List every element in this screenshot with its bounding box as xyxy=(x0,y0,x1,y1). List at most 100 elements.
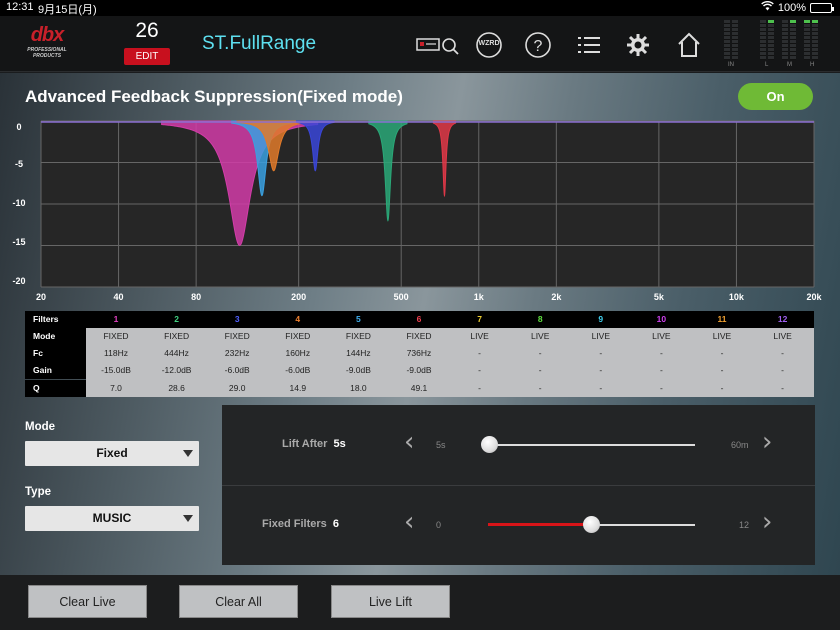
lift-after-min: 5s xyxy=(436,440,446,450)
filter-gain: - xyxy=(720,365,724,375)
table-body-bg xyxy=(86,328,814,397)
filter-mode: FIXED xyxy=(285,331,311,341)
fixed-filters-label: Fixed Filters 6 xyxy=(262,518,339,530)
meter-label-in: IN xyxy=(728,62,734,68)
filter-notch xyxy=(236,120,311,172)
fixed-filters-increase-icon[interactable]: › xyxy=(762,507,773,537)
meter-l-2 xyxy=(768,20,774,60)
filter-notch xyxy=(295,120,335,172)
x-label: 20k xyxy=(806,292,822,302)
top-bar: dbx PROFESSIONAL PRODUCTS 26 EDIT ST.Ful… xyxy=(0,16,840,72)
help-icon[interactable]: ? xyxy=(523,30,553,60)
clear-live-button[interactable]: Clear Live xyxy=(28,585,147,618)
list-menu-icon[interactable] xyxy=(574,30,604,60)
filter-mode: LIVE xyxy=(712,331,732,341)
filter-q: - xyxy=(659,383,663,393)
row-label-gain: Gain xyxy=(25,362,86,379)
gear-icon[interactable] xyxy=(623,30,653,60)
eq-curves xyxy=(40,120,815,288)
filter-gain: -15.0dB xyxy=(101,365,131,375)
meter-h-2 xyxy=(812,20,818,60)
filter-notch xyxy=(161,120,319,247)
lift-after-increase-icon[interactable]: › xyxy=(762,427,773,457)
filter-q: - xyxy=(478,383,482,393)
filter-gain: -9.0dB xyxy=(406,365,432,375)
preset-name[interactable]: ST.FullRange xyxy=(202,33,317,54)
filter-mode: LIVE xyxy=(470,331,489,341)
filter-mode: FIXED xyxy=(345,331,371,341)
filters-table: Filters Mode Fc Gain Q 1 FIXED 118Hz -15.0d… xyxy=(25,311,814,397)
lift-after-track[interactable] xyxy=(488,444,695,446)
mode-select[interactable]: Fixed xyxy=(25,441,199,466)
fixed-filters-min: 0 xyxy=(436,520,442,530)
filter-fc: 118Hz xyxy=(104,348,128,358)
x-label: 5k xyxy=(653,292,664,302)
filter-q: 7.0 xyxy=(110,383,122,393)
wizard-icon[interactable]: WZRD xyxy=(474,30,504,60)
filter-fc: 736Hz xyxy=(406,348,432,358)
y-label-0: 0 xyxy=(16,122,22,132)
filter-q: 29.0 xyxy=(228,383,246,393)
afs-on-toggle[interactable]: On xyxy=(738,83,813,110)
edit-button[interactable]: EDIT xyxy=(124,48,170,65)
filter-gain: -12.0dB xyxy=(161,365,192,375)
panel-title: Advanced Feedback Suppression(Fixed mode… xyxy=(25,87,403,106)
level-meters: IN L M H xyxy=(722,20,822,70)
filter-number: 6 xyxy=(416,314,422,324)
wizard-label: WZRD xyxy=(478,40,500,47)
chevron-down-icon xyxy=(183,515,193,522)
meter-h-1 xyxy=(804,20,810,60)
filter-mode: LIVE xyxy=(591,331,611,341)
device-connect-icon[interactable] xyxy=(416,30,460,60)
filter-number: 2 xyxy=(174,314,179,324)
row-label-q: Q xyxy=(25,380,86,397)
filter-number: 10 xyxy=(656,314,667,324)
filter-mode: FIXED xyxy=(103,331,129,341)
clear-all-button[interactable]: Clear All xyxy=(179,585,298,618)
meter-in-2 xyxy=(732,20,738,60)
filter-q: - xyxy=(599,383,603,393)
fixed-filters-max: 12 xyxy=(739,520,750,530)
meter-l-1 xyxy=(760,20,766,60)
lift-after-slider-knob[interactable] xyxy=(480,436,498,453)
x-label: 20 xyxy=(35,292,46,302)
x-label: 200 xyxy=(291,292,307,302)
filter-q: 49.1 xyxy=(410,383,428,393)
y-label-10: -10 xyxy=(12,198,26,208)
type-select[interactable]: MUSIC xyxy=(25,506,199,531)
logo-brand: dbx xyxy=(30,24,65,46)
x-label: 10k xyxy=(728,292,744,302)
filter-fc: 144Hz xyxy=(346,348,371,358)
filter-fc: - xyxy=(781,348,785,358)
type-label: Type xyxy=(25,486,51,498)
lift-after-title: Lift After xyxy=(282,438,328,450)
y-label-15: -15 xyxy=(12,237,26,247)
filter-fc: - xyxy=(659,348,663,358)
status-right: 100% xyxy=(761,1,834,14)
filter-number: 1 xyxy=(113,314,119,324)
filter-mode: LIVE xyxy=(652,331,671,341)
filter-q: 28.6 xyxy=(168,383,185,393)
dbx-logo: dbx PROFESSIONAL PRODUCTS xyxy=(14,24,80,64)
bottom-bar: Clear Live Clear All Live Lift xyxy=(0,575,840,630)
home-icon[interactable] xyxy=(674,30,704,60)
filter-fc: 160Hz xyxy=(285,348,311,358)
fixed-filters-decrease-icon[interactable]: ‹ xyxy=(404,507,415,537)
x-label: 2k xyxy=(551,292,562,302)
lift-after-decrease-icon[interactable]: ‹ xyxy=(404,427,415,457)
x-label: 1k xyxy=(473,292,484,302)
meter-label-h: H xyxy=(810,62,815,68)
fixed-filters-title: Fixed Filters xyxy=(262,518,327,530)
filter-q: 14.9 xyxy=(289,383,307,393)
filter-mode: FIXED xyxy=(224,331,250,341)
filter-fc: - xyxy=(720,348,724,358)
meter-label-m: M xyxy=(787,62,792,68)
battery-icon xyxy=(810,2,834,13)
eq-graph: 0 -5 -10 -15 -20 20 40 80 200 500 1k 2k … xyxy=(0,73,840,313)
filter-notch xyxy=(432,120,457,198)
filter-q: - xyxy=(781,383,785,393)
fixed-filters-fill xyxy=(488,523,592,526)
fixed-filters-slider-knob[interactable] xyxy=(583,516,600,533)
filter-fc: - xyxy=(599,348,603,358)
live-lift-button[interactable]: Live Lift xyxy=(331,585,450,618)
